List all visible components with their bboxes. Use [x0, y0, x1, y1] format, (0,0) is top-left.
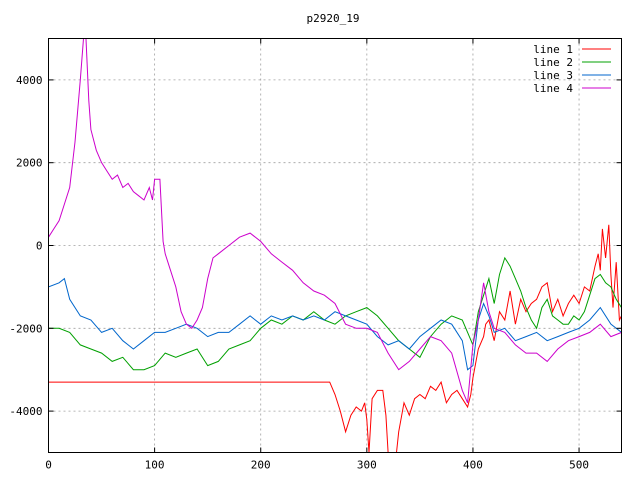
- x-tick-label: 500: [569, 459, 589, 472]
- y-tick-label: -4000: [9, 405, 42, 418]
- y-tick-label: 2000: [16, 157, 43, 170]
- series-line-4: [48, 38, 622, 403]
- chart-title: p2920_19: [307, 12, 360, 25]
- x-tick-label: 300: [357, 459, 377, 472]
- y-tick-label: 4000: [16, 74, 43, 87]
- grid: [48, 38, 622, 453]
- legend-label: line 1: [533, 43, 573, 56]
- x-tick-label: 0: [45, 459, 52, 472]
- series-lines: [48, 38, 622, 453]
- y-tick-label: -2000: [9, 322, 42, 335]
- legend-label: line 2: [533, 56, 573, 69]
- series-line-2: [48, 256, 622, 371]
- series-line-1: [48, 224, 622, 453]
- legend-label: line 4: [533, 82, 573, 95]
- plot-frame: [48, 38, 622, 453]
- legend-label: line 3: [533, 69, 573, 82]
- series-line-3: [48, 277, 622, 371]
- x-tick-label: 100: [145, 459, 165, 472]
- x-tick-label: 400: [463, 459, 483, 472]
- x-tick-label: 200: [251, 459, 271, 472]
- axis-ticks: 0 100 200 300 400 500 -4000 -2000 0 2000 4000: [9, 38, 622, 472]
- y-tick-label: 0: [36, 240, 43, 253]
